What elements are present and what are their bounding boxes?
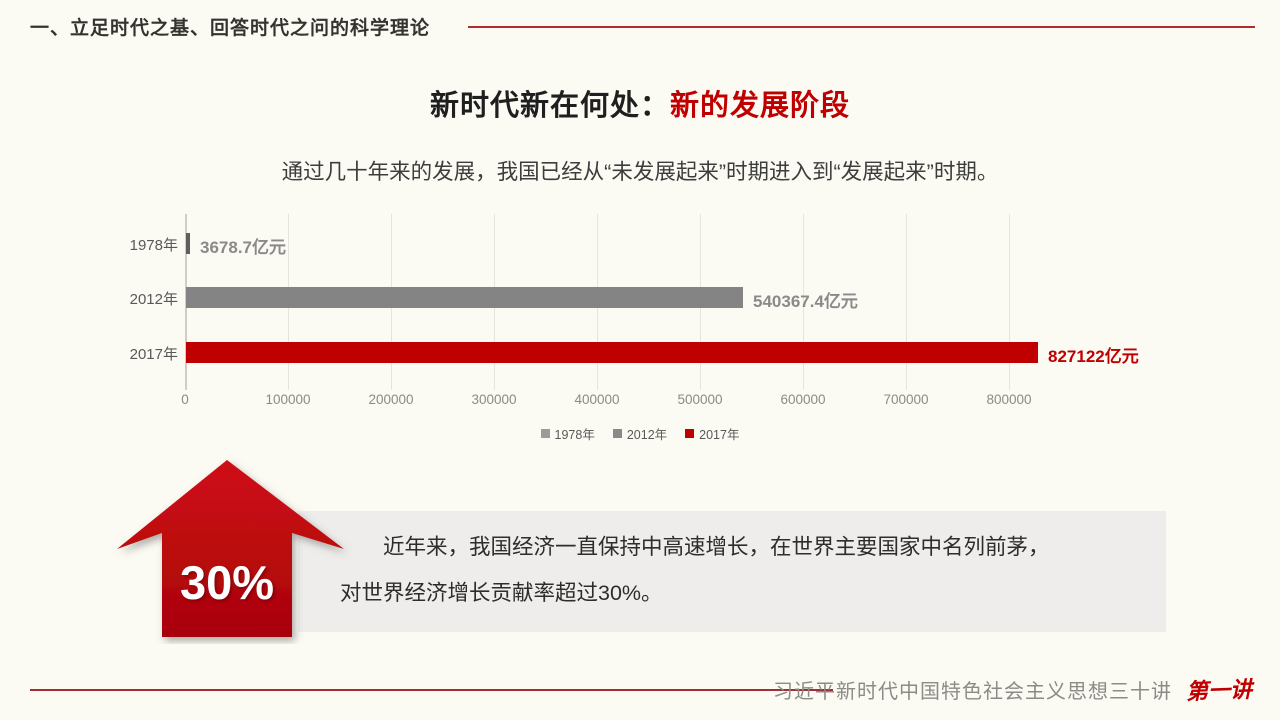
bar-2012年	[186, 286, 743, 308]
legend-item-2017年: 2017年	[685, 424, 739, 443]
x-tick-label: 800000	[986, 392, 1032, 407]
gridline	[1009, 214, 1010, 390]
category-label: 2017年	[129, 346, 178, 363]
page-title-red: 新的发展阶段	[670, 90, 851, 122]
footer-series-title: 习近平新时代中国特色社会主义思想三十讲	[772, 680, 1172, 703]
bar-value-label: 827122亿元	[1048, 347, 1139, 366]
footer: 习近平新时代中国特色社会主义思想三十讲 第一讲	[773, 673, 1252, 705]
header-rule-line	[468, 26, 1255, 28]
x-tick-label: 600000	[780, 392, 826, 407]
x-tick-label: 200000	[368, 392, 414, 407]
highlight-paragraph: 近年来，我国经济一直保持中高速增长，在世界主要国家中名列前茅， 对世界经济增长贡…	[340, 524, 1152, 616]
x-tick-label: 500000	[677, 392, 723, 407]
highlight-box	[298, 511, 1166, 632]
footer-rule-line	[30, 689, 833, 691]
footer-lecture-badge: 第一讲	[1185, 676, 1253, 705]
legend-swatch-icon	[685, 429, 695, 438]
highlight-line-1: 近年来，我国经济一直保持中高速增长，在世界主要国家中名列前茅，	[383, 535, 1050, 559]
bar-chart: 0 100000 200000 300000 400000 500000 600000 700…	[120, 212, 1200, 448]
bar-value-label: 3678.7亿元	[200, 238, 286, 257]
highlight-line-2: 对世界经济增长贡献率超过30%。	[340, 581, 663, 605]
legend-label: 2012年	[626, 428, 668, 442]
legend-label: 2017年	[699, 428, 740, 442]
subtitle-text: 通过几十年来的发展，我国已经从“未发展起来”时期进入到“发展起来”时期。	[281, 160, 999, 184]
bar-1978年	[186, 232, 190, 254]
legend-label: 1978年	[554, 428, 595, 442]
bar-2017年	[186, 341, 1038, 363]
gridline	[803, 214, 804, 390]
legend-swatch-icon	[612, 429, 622, 438]
x-tick-label: 700000	[883, 392, 929, 407]
section-header: 一、立足时代之基、回答时代之问的科学理论	[30, 18, 431, 39]
category-label: 1978年	[129, 237, 178, 254]
arrow-percentage-label: 30%	[179, 556, 275, 609]
x-tick-label: 100000	[265, 392, 311, 407]
x-tick-label: 400000	[574, 392, 620, 407]
growth-arrow: 30%	[110, 452, 352, 644]
bar-value-label: 540367.4亿元	[753, 292, 858, 311]
legend-item-2012年: 2012年	[612, 424, 668, 443]
legend-item-1978年: 1978年	[540, 424, 595, 443]
page-title: 新时代新在何处：新的发展阶段	[0, 82, 1280, 124]
category-label: 2012年	[129, 291, 178, 308]
chart-legend: 1978年 2012年 2017年	[0, 424, 1280, 443]
x-tick-label: 300000	[471, 392, 517, 407]
up-arrow-icon	[117, 460, 344, 637]
gridline	[906, 214, 907, 390]
legend-swatch-icon	[540, 429, 550, 438]
page-title-black: 新时代新在何处：	[429, 90, 670, 122]
x-tick-label: 0	[181, 392, 189, 407]
